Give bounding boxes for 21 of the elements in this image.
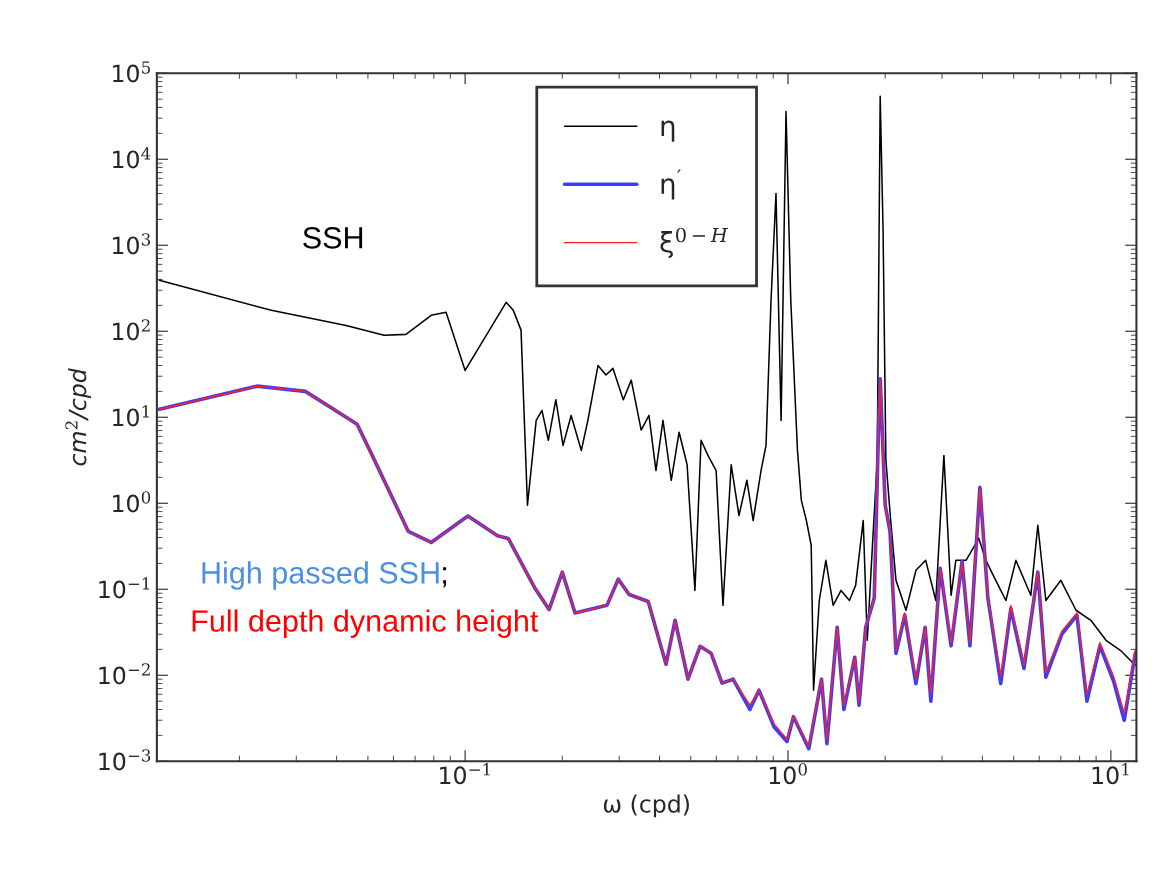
- x-tick-label: 10$^{1}$: [1092, 763, 1129, 785]
- annotation: Full depth dynamic height: [192, 609, 539, 638]
- annotation: High passed SSH: [202, 561, 439, 590]
- y-tick-label: 10$^{−2}$: [99, 663, 150, 685]
- y-tick-label: 10$^{1}$: [113, 405, 149, 427]
- y-tick-label: 10$^{3}$: [113, 233, 150, 255]
- x-tick-label: 10$^{0}$: [769, 763, 807, 785]
- x-tick-label: 10$^{−1}$: [440, 763, 490, 785]
- y-tick-label: 10$^{−3}$: [99, 749, 151, 771]
- y-tick-label: 10$^{0}$: [113, 491, 151, 513]
- legend-label: η: [661, 120, 675, 142]
- legend-label: η$^{′}$: [661, 169, 681, 200]
- annotation: ;: [443, 567, 447, 588]
- y-axis-title: cm$^{2}$/cpd: [65, 368, 91, 466]
- annotation: SSH: [303, 227, 363, 249]
- legend-label: ξ$^{0−H}$: [660, 227, 729, 258]
- y-tick-label: 10$^{2}$: [113, 319, 150, 341]
- y-tick-label: 10$^{5}$: [113, 61, 150, 83]
- y-tick-label: 10$^{4}$: [113, 147, 151, 169]
- y-tick-label: 10$^{−1}$: [99, 577, 150, 599]
- x-axis-title: ω (cpd): [603, 794, 689, 818]
